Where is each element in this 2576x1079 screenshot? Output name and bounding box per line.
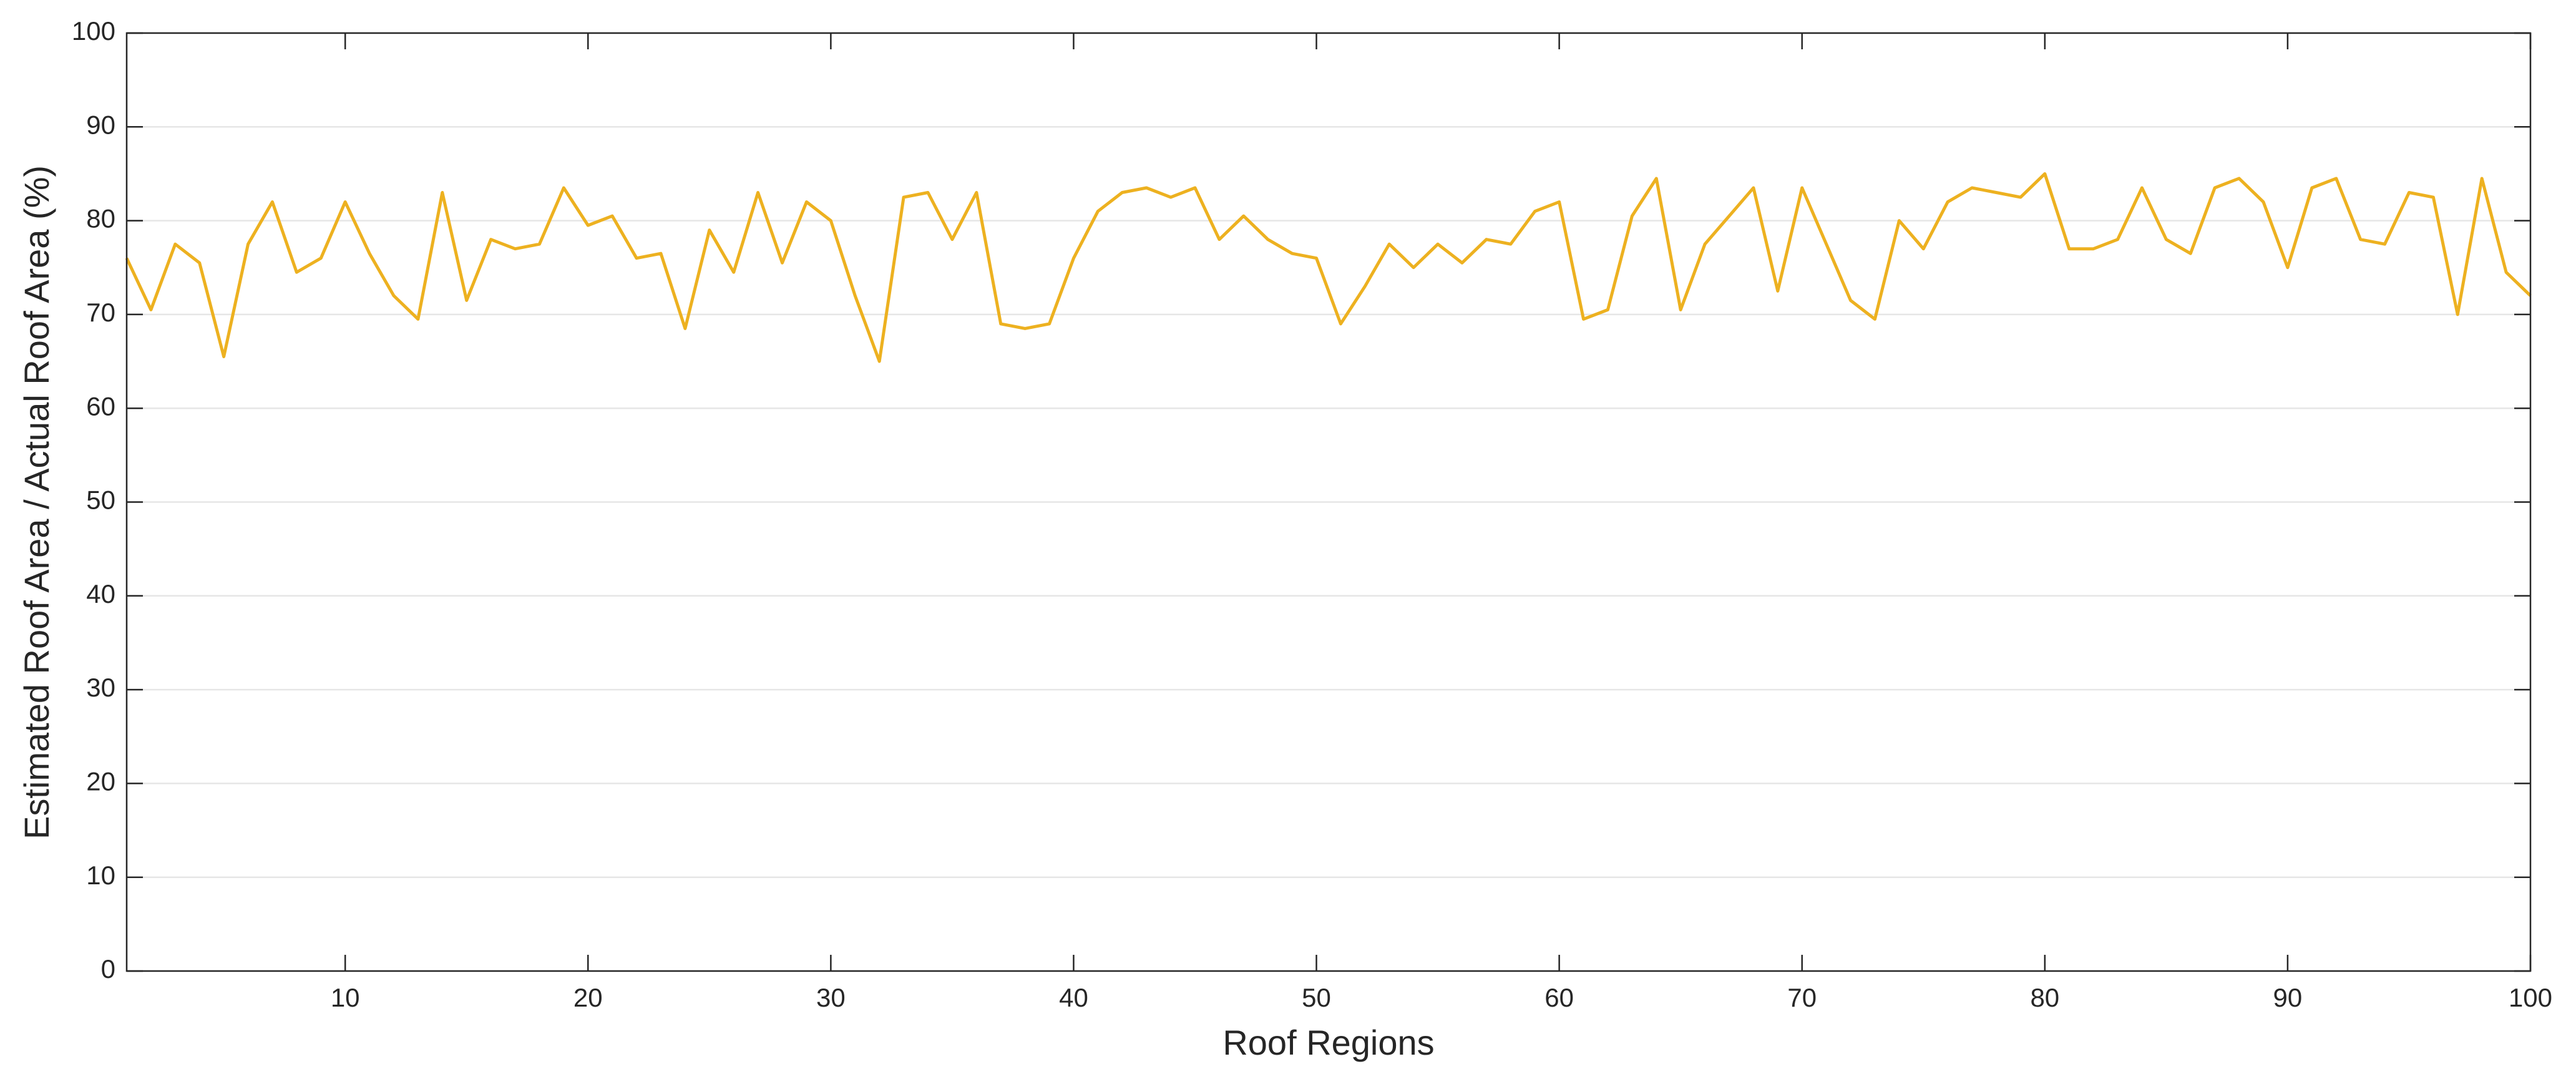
x-tick-label: 100 xyxy=(2509,983,2552,1012)
x-axis-label: Roof Regions xyxy=(1222,1023,1434,1062)
y-axis-label: Estimated Roof Area / Actual Roof Area (… xyxy=(17,165,56,839)
x-tick-label: 50 xyxy=(1302,983,1331,1012)
x-tick-label: 10 xyxy=(331,983,360,1012)
y-tick-label: 0 xyxy=(101,954,115,984)
data-line xyxy=(125,172,2532,363)
y-tick-label: 80 xyxy=(86,204,115,233)
axes-box xyxy=(125,32,2532,972)
x-tick-label: 20 xyxy=(573,983,603,1012)
x-tick-label: 70 xyxy=(1787,983,1817,1012)
y-tick-label: 50 xyxy=(86,486,115,515)
y-tick-label: 40 xyxy=(86,579,115,608)
y-tick-label: 20 xyxy=(86,766,115,796)
x-tick-label: 40 xyxy=(1059,983,1088,1012)
y-tick-label: 30 xyxy=(86,673,115,702)
x-tick-label: 30 xyxy=(816,983,846,1012)
x-tick-label: 60 xyxy=(1544,983,1574,1012)
x-tick-label: 80 xyxy=(2030,983,2059,1012)
x-tick-label: 90 xyxy=(2273,983,2303,1012)
y-tick-label: 100 xyxy=(72,16,115,46)
y-tick-label: 90 xyxy=(86,110,115,139)
y-tick-label: 60 xyxy=(86,391,115,421)
y-tick-label: 70 xyxy=(86,298,115,327)
y-tick-label: 10 xyxy=(86,861,115,890)
